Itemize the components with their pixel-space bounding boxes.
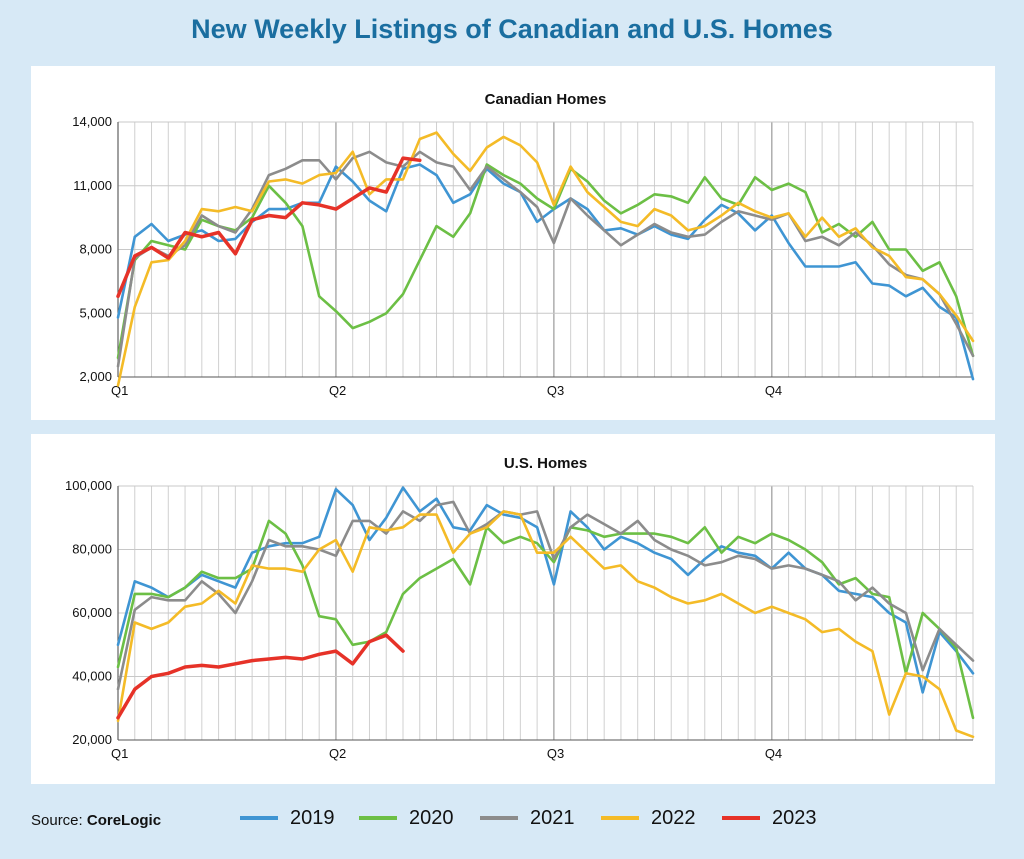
- source-prefix: Source:: [31, 812, 87, 829]
- canadian-series-2022-line: [116, 131, 975, 387]
- canadian-y-tick-label: 14,000: [72, 114, 112, 129]
- legend-label-2020: 2020: [409, 806, 454, 829]
- canadian-y-tick-label: 8,000: [79, 242, 112, 257]
- canadian-x-tick-label: Q2: [329, 383, 346, 398]
- legend-swatch-2022: [601, 816, 639, 820]
- footer: Source: CoreLogic 2019 2020 2021 2022 20…: [0, 800, 1024, 840]
- legend-item-2020: 2020: [359, 803, 454, 833]
- canadian-homes-panel: Canadian Homes 2,000 5,000 8,000 11,000 14,00…: [31, 66, 995, 420]
- canadian-x-tick-label: Q3: [547, 383, 564, 398]
- us-x-tick-label: Q3: [547, 746, 564, 761]
- canadian-homes-chart: Canadian Homes 2,000 5,000 8,000 11,000 14,00…: [72, 91, 975, 398]
- us-homes-panel: U.S. Homes 20,000 40,000 60,000 80,000 100,00…: [31, 434, 995, 784]
- us-y-tick-label: 60,000: [72, 605, 112, 620]
- canadian-y-tick-label: 2,000: [79, 369, 112, 384]
- us-y-tick-label: 100,000: [65, 478, 112, 493]
- us-series-2020-line: [116, 519, 975, 720]
- legend-item-2023: 2023: [722, 803, 817, 833]
- legend-swatch-2020: [359, 816, 397, 820]
- canadian-chart-title: Canadian Homes: [485, 91, 607, 108]
- source-note: Source: CoreLogic: [31, 812, 161, 829]
- legend-item-2019: 2019: [240, 803, 335, 833]
- canadian-series-2020-line: [116, 163, 975, 360]
- us-series-2023-line: [116, 633, 405, 720]
- canadian-gridlines: [117, 121, 974, 378]
- us-y-tick-label: 80,000: [72, 542, 112, 557]
- legend-swatch-2023: [722, 816, 760, 820]
- legend-item-2021: 2021: [480, 803, 575, 833]
- chart-main-title: New Weekly Listings of Canadian and U.S.…: [191, 14, 833, 44]
- canadian-x-tick-label: Q1: [111, 383, 128, 398]
- canadian-series-2021-line: [116, 150, 975, 368]
- canadian-y-tick-label: 5,000: [79, 305, 112, 320]
- legend-swatch-2021: [480, 816, 518, 820]
- canadian-series-2023-line: [116, 156, 422, 299]
- canadian-x-tick-label: Q4: [765, 383, 782, 398]
- legend-label-2023: 2023: [772, 806, 817, 829]
- us-chart-title: U.S. Homes: [504, 455, 587, 472]
- us-series-2021-line: [116, 500, 975, 691]
- legend-label-2019: 2019: [290, 806, 335, 829]
- canadian-y-tick-label: 11,000: [73, 178, 112, 193]
- us-x-tick-label: Q1: [111, 746, 128, 761]
- us-y-tick-label: 20,000: [72, 732, 112, 747]
- legend-label-2022: 2022: [651, 806, 696, 829]
- us-series-2022-line: [116, 510, 975, 739]
- legend-item-2022: 2022: [601, 803, 696, 833]
- us-y-tick-label: 40,000: [72, 669, 112, 684]
- us-series-2019-line: [116, 486, 975, 694]
- us-homes-chart: U.S. Homes 20,000 40,000 60,000 80,000 100,00…: [65, 455, 975, 761]
- us-gridlines: [117, 485, 974, 741]
- source-name: CoreLogic: [86, 812, 162, 829]
- legend-label-2021: 2021: [530, 806, 575, 829]
- legend-swatch-2019: [240, 816, 278, 820]
- us-x-tick-label: Q4: [765, 746, 782, 761]
- us-x-tick-label: Q2: [329, 746, 346, 761]
- canadian-series-2019-line: [116, 163, 975, 381]
